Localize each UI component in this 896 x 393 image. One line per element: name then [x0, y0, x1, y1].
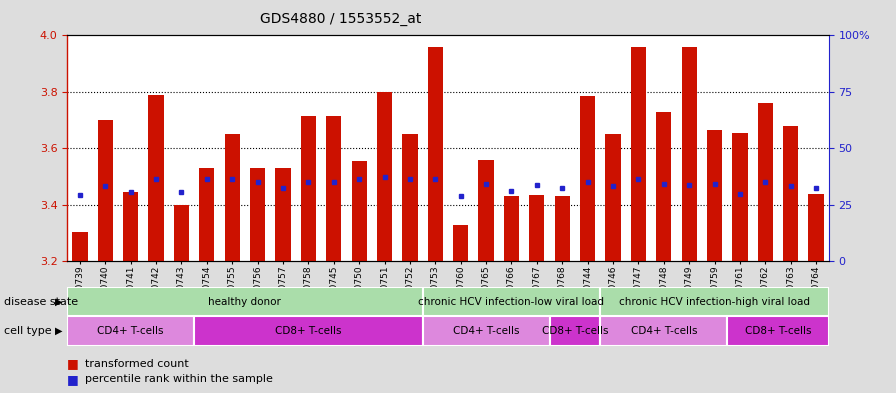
Bar — [423, 287, 600, 316]
Text: percentile rank within the sample: percentile rank within the sample — [85, 374, 273, 384]
Bar — [98, 120, 113, 261]
Bar — [67, 287, 423, 316]
Bar — [351, 161, 366, 261]
Text: CD4+ T-cells: CD4+ T-cells — [452, 326, 520, 336]
Text: ▶: ▶ — [56, 326, 63, 336]
Bar — [194, 316, 423, 346]
Text: ■: ■ — [67, 373, 79, 386]
Text: GDS4880 / 1553552_at: GDS4880 / 1553552_at — [260, 12, 421, 26]
Bar — [174, 205, 189, 261]
Text: CD4+ T-cells: CD4+ T-cells — [631, 326, 697, 336]
Bar — [402, 134, 418, 261]
Bar — [728, 316, 829, 346]
Text: CD8+ T-cells: CD8+ T-cells — [745, 326, 811, 336]
Bar — [123, 192, 138, 261]
Bar — [504, 196, 519, 261]
Text: healthy donor: healthy donor — [209, 297, 281, 307]
Bar — [73, 232, 88, 261]
Text: disease state: disease state — [4, 297, 79, 307]
Bar — [732, 133, 747, 261]
Bar — [656, 112, 671, 261]
Text: ■: ■ — [67, 357, 79, 370]
Bar — [783, 126, 798, 261]
Bar — [478, 160, 494, 261]
Bar — [631, 47, 646, 261]
Text: chronic HCV infection-low viral load: chronic HCV infection-low viral load — [418, 297, 605, 307]
Bar — [549, 316, 600, 346]
Bar — [453, 225, 469, 261]
Text: CD4+ T-cells: CD4+ T-cells — [98, 326, 164, 336]
Bar — [199, 168, 214, 261]
Bar — [423, 316, 549, 346]
Text: chronic HCV infection-high viral load: chronic HCV infection-high viral load — [619, 297, 810, 307]
Bar — [149, 95, 164, 261]
Bar — [326, 116, 341, 261]
Bar — [758, 103, 773, 261]
Text: ▶: ▶ — [56, 297, 63, 307]
Bar — [250, 168, 265, 261]
Bar — [555, 196, 570, 261]
Bar — [301, 116, 316, 261]
Bar — [600, 287, 829, 316]
Bar — [707, 130, 722, 261]
Bar — [580, 96, 595, 261]
Text: transformed count: transformed count — [85, 358, 189, 369]
Bar — [275, 168, 290, 261]
Bar — [808, 194, 823, 261]
Bar — [530, 195, 545, 261]
Text: CD8+ T-cells: CD8+ T-cells — [275, 326, 341, 336]
Text: cell type: cell type — [4, 326, 52, 336]
Bar — [427, 47, 443, 261]
Bar — [225, 134, 240, 261]
Bar — [606, 134, 621, 261]
Text: CD8+ T-cells: CD8+ T-cells — [542, 326, 608, 336]
Bar — [377, 92, 392, 261]
Bar — [67, 316, 194, 346]
Bar — [682, 47, 697, 261]
Bar — [600, 316, 728, 346]
